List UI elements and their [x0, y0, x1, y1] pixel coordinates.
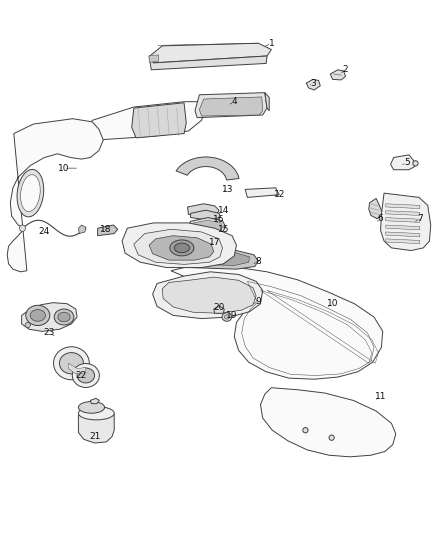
Text: 22: 22 [76, 371, 87, 380]
Polygon shape [162, 277, 256, 313]
Text: 14: 14 [218, 206, 229, 215]
Text: 10: 10 [327, 299, 338, 308]
Text: 24: 24 [39, 228, 50, 237]
Text: 3: 3 [310, 78, 316, 87]
Polygon shape [191, 220, 223, 233]
Text: 18: 18 [100, 225, 111, 234]
Polygon shape [176, 157, 239, 180]
Polygon shape [149, 43, 272, 63]
Ellipse shape [78, 407, 114, 420]
Text: 15: 15 [218, 225, 229, 234]
Text: 16: 16 [213, 215, 225, 224]
Ellipse shape [413, 161, 418, 166]
Text: 9: 9 [255, 296, 261, 305]
Text: 1: 1 [268, 39, 274, 48]
Ellipse shape [25, 322, 30, 328]
Ellipse shape [303, 427, 308, 433]
Polygon shape [179, 251, 250, 265]
Ellipse shape [222, 313, 232, 321]
Polygon shape [90, 398, 99, 403]
Polygon shape [134, 229, 223, 264]
Ellipse shape [170, 240, 194, 256]
Polygon shape [214, 306, 224, 313]
Ellipse shape [26, 305, 50, 326]
Ellipse shape [19, 225, 25, 231]
Polygon shape [369, 198, 383, 219]
Ellipse shape [21, 175, 40, 212]
Polygon shape [169, 248, 258, 269]
Polygon shape [386, 239, 420, 244]
Polygon shape [21, 303, 77, 332]
Polygon shape [386, 211, 420, 215]
Ellipse shape [72, 364, 99, 387]
Polygon shape [86, 102, 206, 140]
Polygon shape [306, 79, 320, 90]
Polygon shape [68, 364, 86, 374]
Polygon shape [98, 225, 118, 236]
Polygon shape [191, 210, 221, 220]
Polygon shape [122, 223, 237, 268]
Text: 23: 23 [43, 328, 54, 337]
Ellipse shape [224, 315, 230, 319]
Polygon shape [187, 217, 226, 235]
Text: 2: 2 [343, 66, 349, 74]
Text: 19: 19 [226, 311, 238, 320]
Text: 21: 21 [89, 432, 100, 441]
Polygon shape [386, 217, 420, 222]
Text: 13: 13 [222, 185, 233, 194]
Polygon shape [386, 204, 420, 208]
Text: 7: 7 [417, 214, 423, 223]
Polygon shape [78, 225, 86, 233]
Polygon shape [152, 272, 263, 319]
Ellipse shape [54, 309, 74, 325]
Polygon shape [132, 103, 186, 138]
Text: 10: 10 [58, 164, 70, 173]
Polygon shape [265, 93, 269, 111]
Ellipse shape [58, 312, 70, 322]
Polygon shape [187, 204, 219, 216]
Ellipse shape [17, 169, 44, 217]
Text: 6: 6 [378, 214, 383, 223]
Ellipse shape [77, 368, 95, 383]
Text: 8: 8 [255, 257, 261, 265]
Ellipse shape [329, 435, 334, 440]
Ellipse shape [30, 310, 46, 321]
Polygon shape [391, 155, 415, 169]
Text: 12: 12 [275, 190, 286, 199]
Text: 4: 4 [231, 97, 237, 106]
Polygon shape [386, 225, 420, 230]
Polygon shape [149, 56, 267, 70]
Polygon shape [195, 93, 267, 118]
Ellipse shape [78, 401, 105, 413]
Polygon shape [261, 387, 396, 457]
Ellipse shape [60, 353, 83, 374]
Polygon shape [381, 193, 431, 251]
Text: 11: 11 [375, 392, 386, 401]
Polygon shape [78, 407, 114, 443]
Polygon shape [245, 188, 279, 197]
Ellipse shape [174, 243, 190, 253]
Polygon shape [149, 236, 214, 260]
Polygon shape [199, 97, 263, 116]
Text: 20: 20 [213, 303, 225, 312]
Text: 5: 5 [404, 158, 410, 167]
Polygon shape [386, 232, 420, 237]
Polygon shape [7, 119, 103, 272]
Polygon shape [171, 266, 383, 379]
Polygon shape [330, 70, 346, 80]
Ellipse shape [53, 347, 89, 379]
Polygon shape [149, 55, 159, 62]
Text: 17: 17 [209, 238, 220, 247]
